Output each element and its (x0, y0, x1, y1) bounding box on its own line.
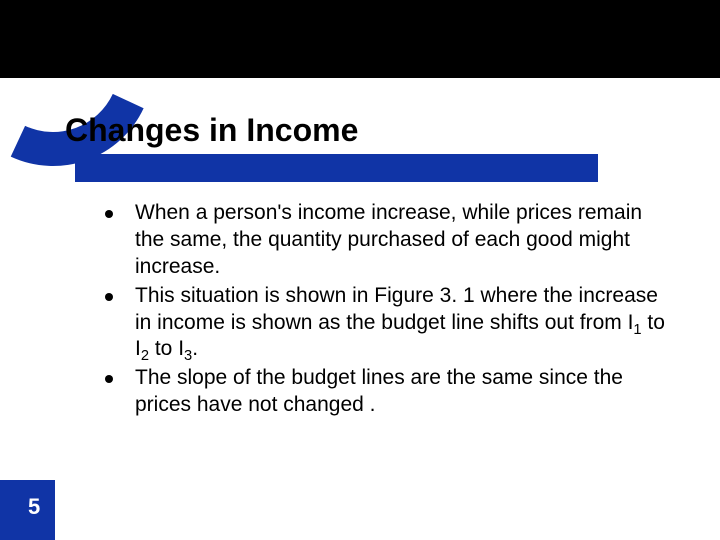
bullet-dot-icon (105, 293, 113, 301)
bullet-dot-icon (105, 210, 113, 218)
bullet-item: This situation is shown in Figure 3. 1 w… (105, 283, 670, 364)
bullet-dot-icon (105, 375, 113, 383)
bullet-text: When a person's income increase, while p… (135, 200, 670, 281)
bullet-list: When a person's income increase, while p… (105, 200, 670, 421)
slide-title: Changes in Income (65, 112, 358, 149)
page-number: 5 (22, 492, 46, 522)
bullet-item: The slope of the budget lines are the sa… (105, 365, 670, 419)
bullet-text: This situation is shown in Figure 3. 1 w… (135, 283, 670, 364)
bullet-item: When a person's income increase, while p… (105, 200, 670, 281)
bullet-text: The slope of the budget lines are the sa… (135, 365, 670, 419)
title-underline-bar (75, 154, 598, 182)
